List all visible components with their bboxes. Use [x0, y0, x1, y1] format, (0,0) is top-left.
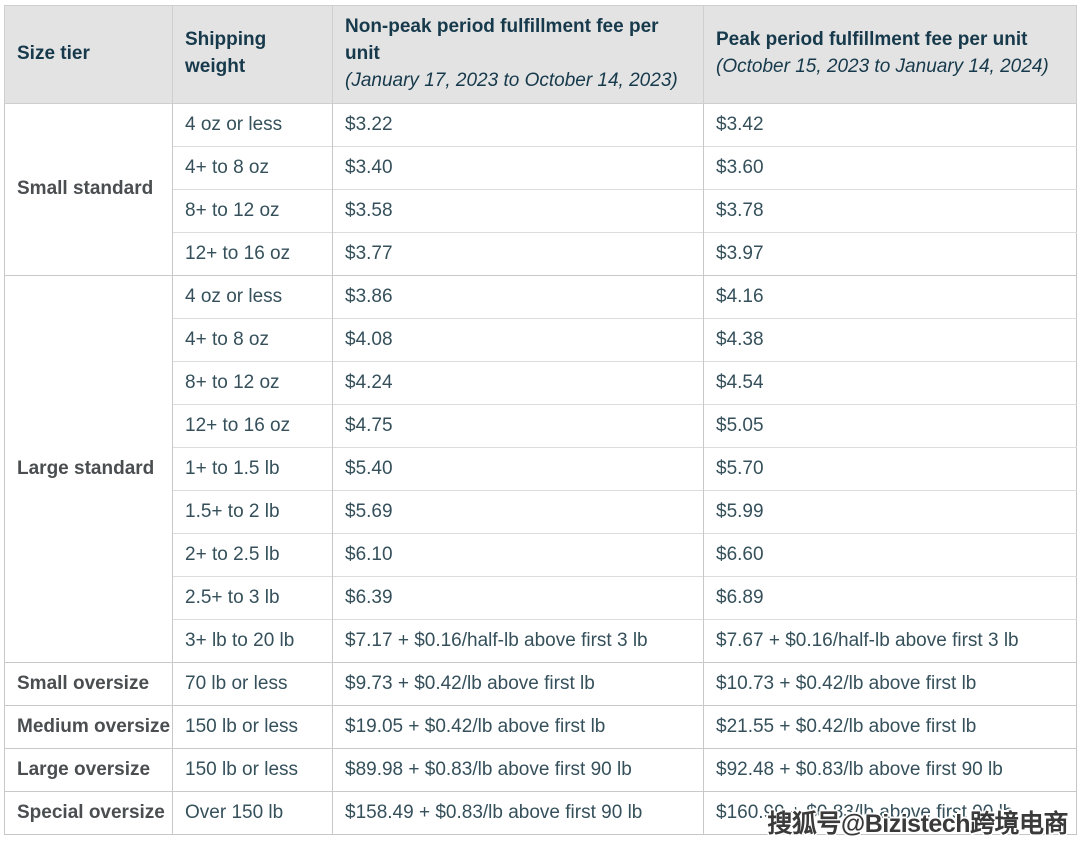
nonpeak-fee-cell: $158.49 + $0.83/lb above first 90 lb	[332, 790, 704, 835]
nonpeak-fee-cell: $19.05 + $0.42/lb above first lb	[332, 704, 704, 749]
weight-cell: 3+ lb to 20 lb	[172, 618, 333, 663]
weight-cell: 150 lb or less	[172, 747, 333, 792]
table-row: Small standard 4 oz or less $3.22 $3.42	[4, 102, 1077, 276]
header-size-tier: Size tier	[4, 5, 173, 104]
nonpeak-fee-cell: $5.69	[332, 489, 704, 534]
peak-fee-cell: $4.16	[703, 274, 1077, 319]
nonpeak-fee-cell: $3.22	[332, 102, 704, 147]
weight-cell: 2.5+ to 3 lb	[172, 575, 333, 620]
weight-cell: 1+ to 1.5 lb	[172, 446, 333, 491]
peak-fee-cell: $5.05	[703, 403, 1077, 448]
table-row: 2.5+ to 3 lb $6.39 $6.89	[5, 575, 1077, 620]
table-row: 2+ to 2.5 lb $6.10 $6.60	[5, 532, 1077, 577]
nonpeak-fee-cell: $5.40	[332, 446, 704, 491]
header-nonpeak-fee-dates: (January 17, 2023 to October 14, 2023)	[345, 69, 678, 91]
nonpeak-fee-cell: $3.58	[332, 188, 704, 233]
nonpeak-fee-cell: $6.10	[332, 532, 704, 577]
table-row: Medium oversize 150 lb or less $19.05 + …	[4, 704, 1077, 749]
nonpeak-fee-cell: $3.77	[332, 231, 704, 276]
weight-cell: 12+ to 16 oz	[172, 403, 333, 448]
peak-fee-cell: $3.97	[703, 231, 1077, 276]
header-peak-fee-dates: (October 15, 2023 to January 14, 2024)	[716, 56, 1049, 78]
tier-cell: Special oversize	[4, 790, 173, 835]
peak-fee-cell: $3.78	[703, 188, 1077, 233]
nonpeak-fee-cell: $6.39	[332, 575, 704, 620]
peak-fee-cell: $4.38	[703, 317, 1077, 362]
nonpeak-fee-cell: $4.08	[332, 317, 704, 362]
table-row: 4+ to 8 oz $3.40 $3.60	[5, 145, 1077, 190]
header-row: Size tier Shipping weight Non-peak perio…	[4, 5, 1077, 104]
header-shipping-weight-label: Shipping weight	[185, 29, 267, 78]
header-shipping-weight: Shipping weight	[172, 5, 333, 104]
weight-cell: 150 lb or less	[172, 704, 333, 749]
weight-cell: 4+ to 8 oz	[172, 145, 333, 190]
table-row: Small oversize 70 lb or less $9.73 + $0.…	[4, 661, 1077, 706]
weight-cell: Over 150 lb	[172, 790, 333, 835]
watermark: 搜狐号@Bizistech跨境电商	[767, 810, 1068, 838]
nonpeak-fee-cell: $7.17 + $0.16/half-lb above first 3 lb	[332, 618, 704, 663]
peak-fee-cell: $3.42	[703, 102, 1077, 147]
weight-cell: 2+ to 2.5 lb	[172, 532, 333, 577]
peak-fee-cell: $5.99	[703, 489, 1077, 534]
nonpeak-fee-cell: $3.40	[332, 145, 704, 190]
weight-cell: 4+ to 8 oz	[172, 317, 333, 362]
peak-fee-cell: $160.99 + $0.83/lb above first 90 lb	[703, 790, 1077, 835]
table-row: 1+ to 1.5 lb $5.40 $5.70	[5, 446, 1077, 491]
peak-fee-cell: $7.67 + $0.16/half-lb above first 3 lb	[703, 618, 1077, 663]
table-row: Special oversize Over 150 lb $158.49 + $…	[4, 790, 1077, 835]
table-row: 8+ to 12 oz $3.58 $3.78	[5, 188, 1077, 233]
tier-cell: Large oversize	[4, 747, 173, 792]
peak-fee-cell: $5.70	[703, 446, 1077, 491]
table-row: 8+ to 12 oz $4.24 $4.54	[5, 360, 1077, 405]
table-row: 12+ to 16 oz $3.77 $3.97	[5, 231, 1077, 276]
nonpeak-fee-cell: $89.98 + $0.83/lb above first 90 lb	[332, 747, 704, 792]
table-row: Large oversize 150 lb or less $89.98 + $…	[4, 747, 1077, 792]
weight-cell: 8+ to 12 oz	[172, 188, 333, 233]
nonpeak-fee-cell: $3.86	[332, 274, 704, 319]
tier-cell: Small oversize	[4, 661, 173, 706]
header-size-tier-label: Size tier	[17, 42, 90, 64]
nonpeak-fee-cell: $9.73 + $0.42/lb above first lb	[332, 661, 704, 706]
peak-fee-cell: $92.48 + $0.83/lb above first 90 lb	[703, 747, 1077, 792]
peak-fee-cell: $6.89	[703, 575, 1077, 620]
peak-fee-cell: $6.60	[703, 532, 1077, 577]
peak-fee-cell: $21.55 + $0.42/lb above first lb	[703, 704, 1077, 749]
header-peak-fee: Peak period fulfillment fee per unit (Oc…	[703, 5, 1077, 104]
header-nonpeak-fee-title: Non-peak period fulfillment fee per unit	[345, 16, 659, 64]
nonpeak-fee-cell: $4.75	[332, 403, 704, 448]
nonpeak-fee-cell: $4.24	[332, 360, 704, 405]
weight-cell: 12+ to 16 oz	[172, 231, 333, 276]
header-nonpeak-fee: Non-peak period fulfillment fee per unit…	[332, 5, 704, 104]
table-row: Large standard 4 oz or less $3.86 $4.16	[4, 274, 1077, 663]
fulfillment-fee-table: Size tier Shipping weight Non-peak perio…	[4, 5, 1077, 835]
weight-cell: 70 lb or less	[172, 661, 333, 706]
peak-fee-cell: $10.73 + $0.42/lb above first lb	[703, 661, 1077, 706]
table-row: 4+ to 8 oz $4.08 $4.38	[5, 317, 1077, 362]
table-row: 12+ to 16 oz $4.75 $5.05	[5, 403, 1077, 448]
weight-cell: 1.5+ to 2 lb	[172, 489, 333, 534]
header-peak-fee-title: Peak period fulfillment fee per unit	[716, 29, 1028, 51]
peak-fee-cell: $3.60	[703, 145, 1077, 190]
peak-fee-cell: $4.54	[703, 360, 1077, 405]
table-row: 1.5+ to 2 lb $5.69 $5.99	[5, 489, 1077, 534]
weight-cell: 4 oz or less	[172, 274, 333, 319]
table-row: 3+ lb to 20 lb $7.17 + $0.16/half-lb abo…	[5, 618, 1077, 663]
tier-cell: Small standard	[4, 102, 173, 276]
tier-cell: Large standard	[4, 274, 173, 663]
weight-cell: 4 oz or less	[172, 102, 333, 147]
tier-cell: Medium oversize	[4, 704, 173, 749]
weight-cell: 8+ to 12 oz	[172, 360, 333, 405]
